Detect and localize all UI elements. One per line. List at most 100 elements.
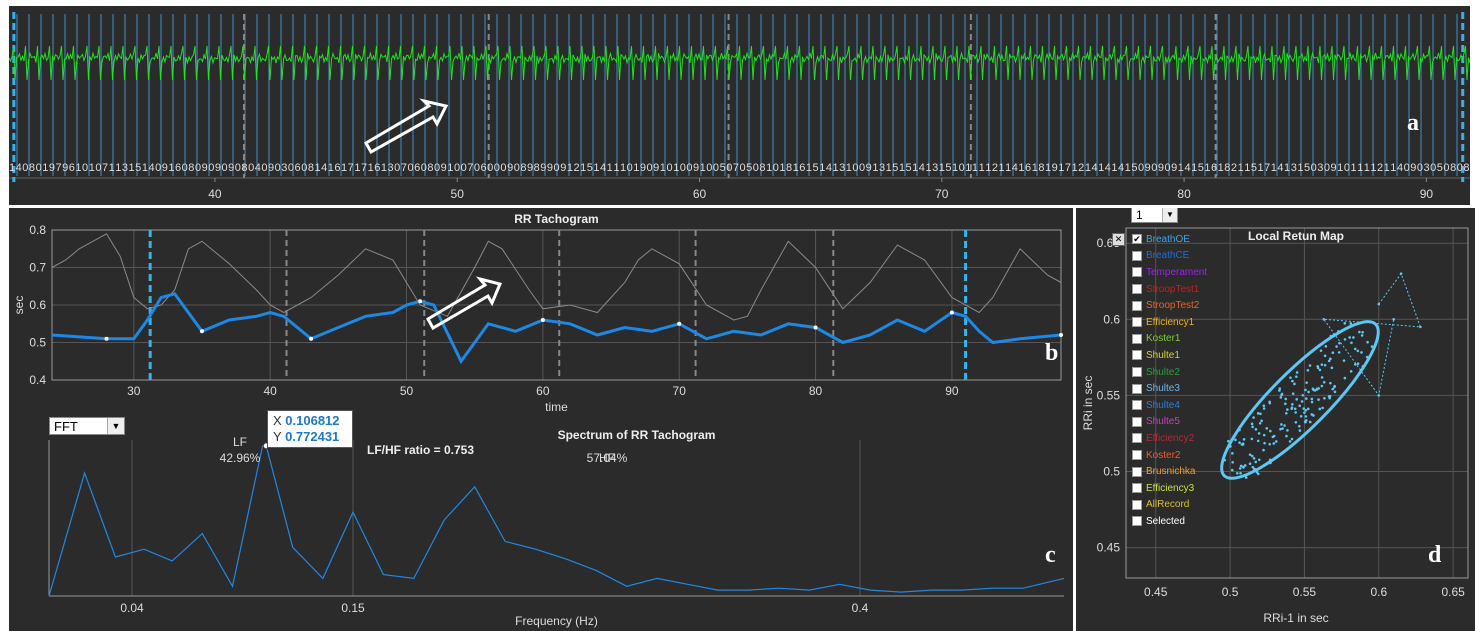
legend-checkbox[interactable] — [1132, 450, 1142, 461]
legend-checkbox[interactable] — [1132, 284, 1142, 295]
segment-select[interactable]: 1 ▼ — [1131, 208, 1178, 223]
legend-item-allrecord[interactable]: AllRecord — [1132, 497, 1207, 514]
map-point — [1308, 420, 1312, 424]
legend-checkbox[interactable] — [1132, 433, 1142, 444]
legend-item-breathce[interactable]: BreathCE — [1132, 248, 1207, 265]
rr-digit: 3 — [1424, 162, 1430, 174]
legend-checkbox[interactable] — [1132, 483, 1142, 494]
map-point — [1305, 381, 1308, 384]
map-point — [1356, 362, 1360, 365]
rr-digit: 1 — [75, 162, 81, 174]
rr-digit: 8 — [241, 162, 247, 174]
legend-item-breathoe[interactable]: ✔ BreathOE — [1132, 231, 1207, 248]
rr-digit: 7 — [55, 162, 61, 174]
legend-item-shulte5[interactable]: Shulte5 — [1132, 414, 1207, 431]
rr-digit: 5 — [892, 162, 898, 174]
legend-item-brusnichka[interactable]: Brusnichka — [1132, 463, 1207, 480]
map-point — [1299, 414, 1303, 418]
rr-digit: 1 — [793, 162, 799, 174]
rr-y-tick-label: 0.6 — [29, 298, 46, 312]
rr-digit: 1 — [1238, 162, 1244, 174]
legend-checkbox[interactable] — [1132, 333, 1142, 344]
rr-digit: 0 — [235, 162, 241, 174]
map-outlier-point — [1392, 318, 1395, 321]
legend-item-efficiency3[interactable]: Efficiency3 — [1132, 480, 1207, 497]
map-point — [1290, 407, 1293, 411]
legend-checkbox[interactable] — [1132, 466, 1142, 477]
legend-checkbox[interactable] — [1132, 383, 1142, 394]
spectrum-title: Spectrum of RR Tachogram — [558, 428, 716, 442]
map-point — [1331, 387, 1334, 391]
return-map-background — [1076, 208, 1475, 631]
rr-digit: 5 — [1131, 162, 1137, 174]
map-point — [1289, 376, 1292, 379]
map-point — [1278, 387, 1282, 390]
spectrum-x-tick-label: 0.04 — [120, 601, 144, 615]
map-point — [1258, 421, 1262, 425]
rr-digit: 1 — [1085, 162, 1091, 174]
close-icon[interactable]: ✕ — [1112, 233, 1125, 246]
rr-digit: 0 — [261, 162, 267, 174]
ecg-x-tick-label: 80 — [1177, 187, 1191, 201]
legend-checkbox[interactable] — [1132, 300, 1142, 311]
legend-checkbox[interactable] — [1132, 250, 1142, 261]
legend-item-shulte3[interactable]: Shulte3 — [1132, 380, 1207, 397]
legend-item-efficiency1[interactable]: Efficiency1 — [1132, 314, 1207, 331]
rr-digit: 1 — [620, 162, 626, 174]
legend-checkbox[interactable] — [1132, 516, 1142, 527]
legend-item-shulte1[interactable]: Shulte1 — [1132, 347, 1207, 364]
return-map-panel: 0.45 0.5 0.55 0.6 0.65 0.45 0.5 0.55 0.6 0.65 Loca… — [1076, 208, 1475, 631]
rr-digit: 4 — [600, 162, 606, 174]
legend-item-strooptest2[interactable]: StroopTest2 — [1132, 297, 1207, 314]
map-point — [1238, 467, 1242, 470]
legend-item-efficiency2[interactable]: Efficiency2 — [1132, 430, 1207, 447]
rr-digit: 7 — [361, 162, 367, 174]
legend-label: Shulte4 — [1146, 399, 1180, 411]
map-point — [1327, 359, 1331, 363]
rr-digit: 8 — [29, 162, 35, 174]
legend-item-selected[interactable]: Selected — [1132, 513, 1207, 530]
map-point — [1256, 412, 1260, 415]
map-point — [1248, 453, 1252, 456]
rr-digit: 9 — [1052, 162, 1058, 174]
rr-digit: 3 — [281, 162, 287, 174]
legend-item-shulte2[interactable]: Shulte2 — [1132, 364, 1207, 381]
legend-checkbox[interactable] — [1132, 400, 1142, 411]
legend-label: AllRecord — [1146, 499, 1190, 511]
map-point — [1306, 407, 1310, 411]
map-point — [1286, 408, 1289, 411]
legend-checkbox[interactable]: ✔ — [1132, 234, 1142, 245]
rr-digit: 1 — [168, 162, 174, 174]
rr-digit: 1 — [381, 162, 387, 174]
rr-y-tick-label: 0.4 — [29, 373, 46, 387]
legend-checkbox[interactable] — [1132, 367, 1142, 378]
legend-item-shulte4[interactable]: Shulte4 — [1132, 397, 1207, 414]
spectrum-line — [48, 445, 1065, 597]
rr-x-tick-label: 60 — [536, 384, 550, 398]
lf-hf-ratio: LF/HF ratio = 0.753 — [367, 443, 474, 457]
rr-digit: 1 — [1111, 162, 1117, 174]
legend-checkbox[interactable] — [1132, 416, 1142, 427]
legend-item-strooptest1[interactable]: StroopTest1 — [1132, 281, 1207, 298]
rr-digit: 1 — [1125, 162, 1131, 174]
rr-digit: 9 — [62, 162, 68, 174]
map-point — [1305, 397, 1308, 400]
legend-item-temperament[interactable]: Temperament — [1132, 264, 1207, 281]
rr-digit: 8 — [1450, 162, 1456, 174]
legend-checkbox[interactable] — [1132, 317, 1142, 328]
legend-checkbox[interactable] — [1132, 267, 1142, 278]
legend-item-koster1[interactable]: Koster1 — [1132, 331, 1207, 348]
spectrum-method-select[interactable]: FFT ▼ — [49, 417, 125, 435]
map-point — [1250, 454, 1254, 458]
rr-digit: 5 — [587, 162, 593, 174]
legend-checkbox[interactable] — [1132, 350, 1142, 361]
map-point — [1324, 345, 1328, 348]
map-point — [1320, 376, 1324, 379]
rr-digit: 1 — [633, 162, 639, 174]
map-point — [1317, 387, 1320, 390]
rr-digit: 7 — [348, 162, 354, 174]
legend-item-koster2[interactable]: Koster2 — [1132, 447, 1207, 464]
map-point — [1333, 390, 1337, 394]
legend-checkbox[interactable] — [1132, 499, 1142, 510]
